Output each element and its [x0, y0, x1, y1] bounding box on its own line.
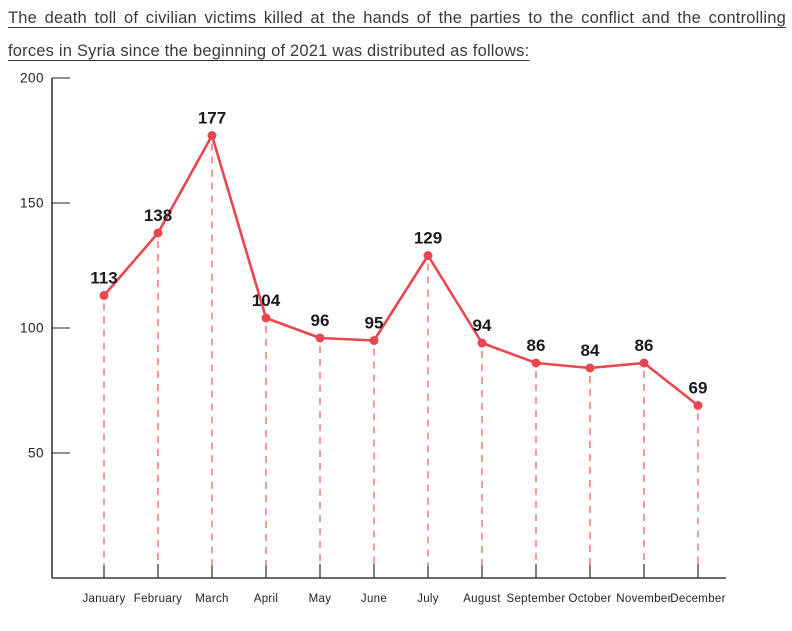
value-label: 113: [90, 269, 117, 288]
data-point: [99, 291, 109, 300]
y-tick-label: 200: [20, 71, 44, 86]
data-point: [261, 313, 271, 323]
value-label: 94: [473, 316, 492, 335]
chart-title: The death toll of civilian victims kille…: [8, 9, 786, 60]
series-line: [102, 134, 700, 407]
y-tick-label: 100: [20, 321, 44, 336]
value-label: 129: [414, 229, 442, 248]
data-point: [315, 333, 325, 343]
month-label: October: [568, 593, 611, 605]
data-point: [207, 131, 217, 140]
data-point: [693, 401, 703, 410]
month-label: September: [507, 593, 566, 605]
value-label: 86: [527, 336, 546, 355]
value-label: 86: [635, 336, 654, 355]
data-point: [477, 338, 487, 348]
data-point: [423, 251, 433, 260]
value-label: 104: [252, 291, 281, 310]
value-label: 96: [311, 311, 330, 330]
month-label: June: [361, 593, 387, 605]
data-point: [153, 228, 163, 238]
month-label: August: [463, 593, 501, 605]
month-label: December: [670, 593, 725, 605]
data-point: [585, 363, 595, 373]
data-point: [639, 358, 649, 368]
value-label: 177: [198, 109, 226, 128]
value-label: 84: [581, 341, 600, 360]
month-label: March: [195, 593, 228, 605]
month-label: May: [309, 593, 332, 605]
value-label: 138: [144, 206, 172, 225]
data-point: [531, 358, 541, 368]
month-label: November: [616, 593, 671, 605]
month-label: January: [82, 593, 125, 605]
value-label: 95: [365, 314, 384, 333]
month-label: April: [254, 593, 279, 605]
y-tick-label: 50: [28, 446, 44, 461]
month-label: July: [417, 593, 439, 605]
y-tick-label: 150: [20, 196, 44, 211]
data-point: [369, 336, 379, 345]
month-label: February: [134, 593, 182, 605]
value-label: 69: [689, 379, 708, 398]
